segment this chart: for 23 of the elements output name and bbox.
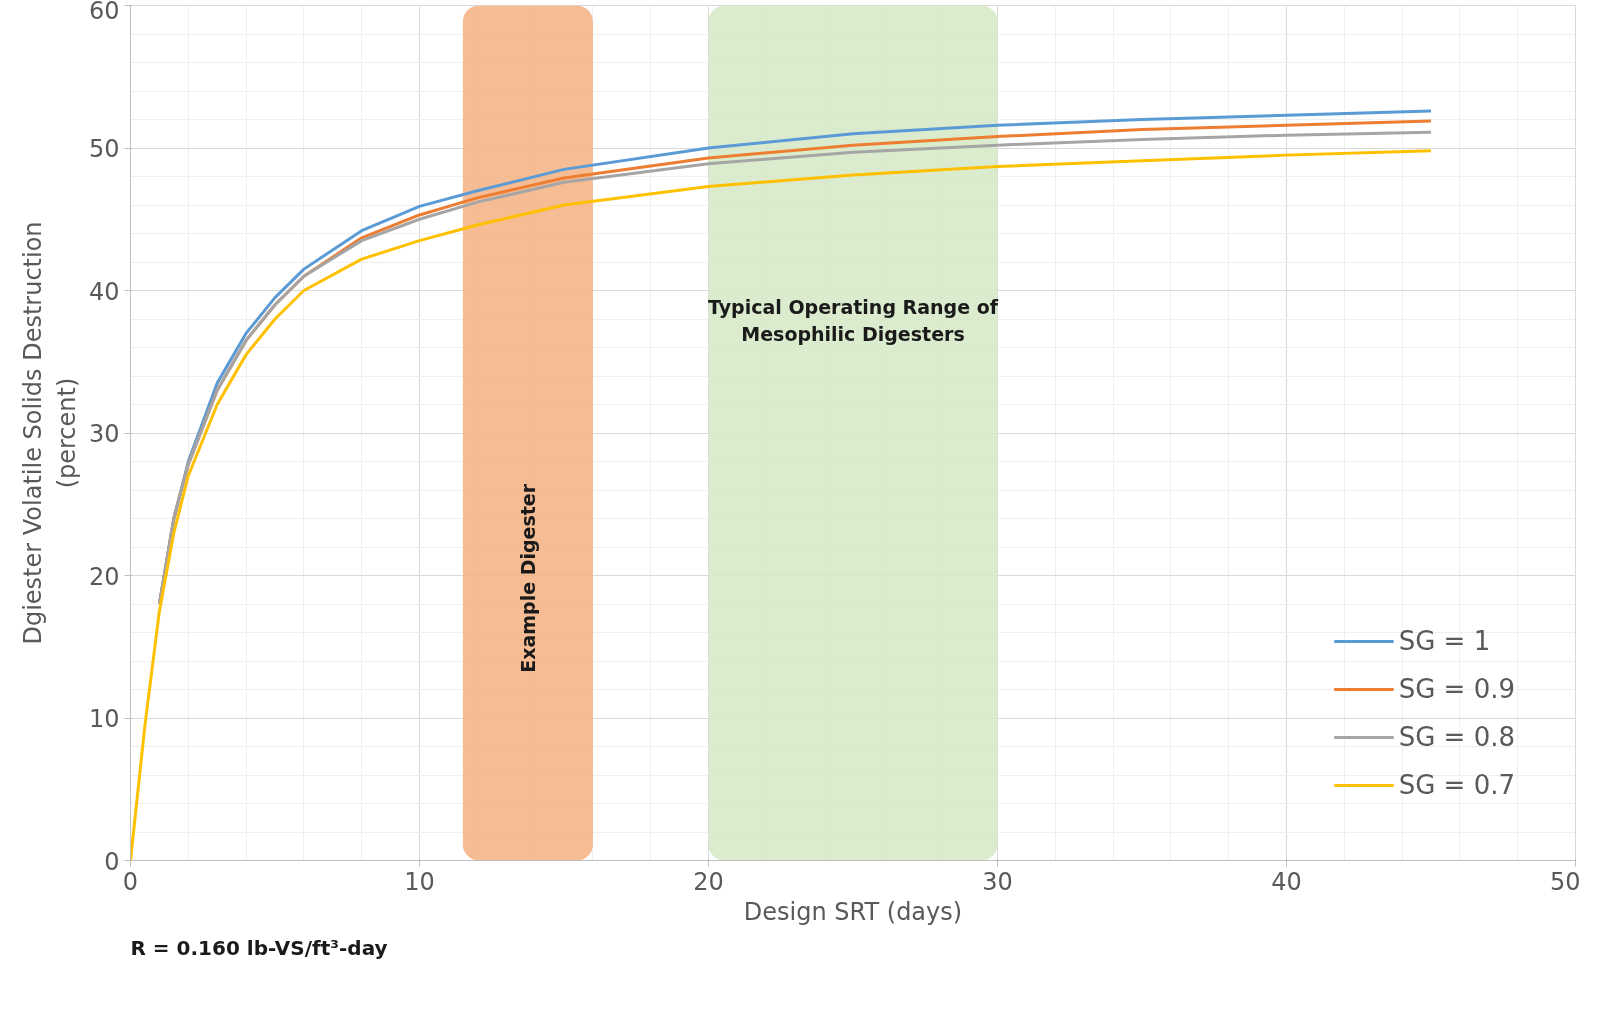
y-tick-label: 20 <box>88 562 120 591</box>
x-tick-label: 20 <box>693 867 724 896</box>
x-tick-label: 50 <box>1549 867 1581 896</box>
line-series <box>130 149 1433 861</box>
y-tick-label: 30 <box>88 420 120 448</box>
band-label: Typical Operating Range of Mesophilic Digesters <box>708 296 999 345</box>
y-tick-label: 10 <box>88 705 120 733</box>
x-tick-label: 30 <box>982 867 1013 896</box>
y-tick-label: 40 <box>88 277 120 306</box>
x-axis-title: Design SRT (days) <box>743 897 963 926</box>
y-tick-label: 50 <box>88 135 120 163</box>
y-tick-label: 60 <box>88 0 120 25</box>
legend-label: SG = 0.7 <box>1398 770 1515 800</box>
legend-label: SG = 0.9 <box>1398 674 1515 704</box>
x-tick-label: 10 <box>404 867 435 896</box>
legend-label: SG = 1 <box>1398 626 1491 656</box>
y-tick-label: 0 <box>104 847 120 876</box>
legend-label: SG = 0.8 <box>1398 722 1515 752</box>
x-tick-label: 40 <box>1271 867 1302 896</box>
band-label: Example Digester <box>516 483 539 673</box>
x-tick-label: 0 <box>122 867 139 896</box>
text: R = 0.160 lb-VS/ft³-day <box>130 935 388 960</box>
y-axis-title: Dgiester Volatile Solids Destruction (percent) <box>19 221 81 645</box>
